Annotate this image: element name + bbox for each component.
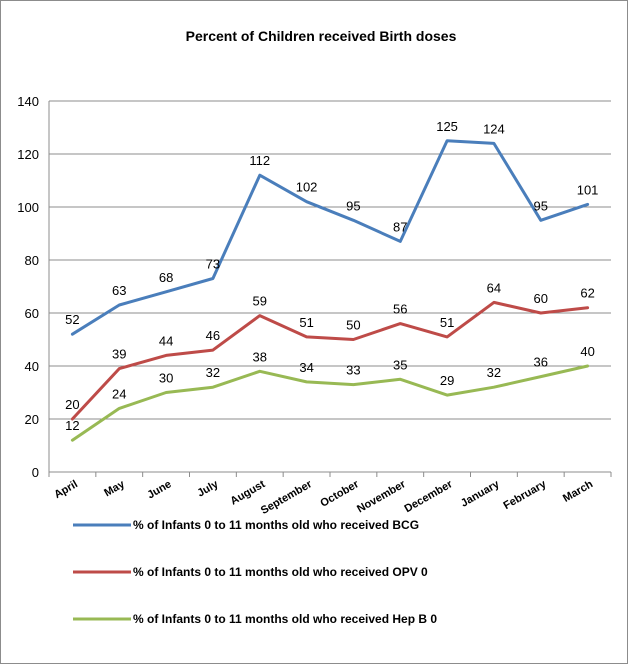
legend-label-1: % of Infants 0 to 11 months old who rece…: [133, 518, 419, 532]
x-tick-label: November: [355, 478, 408, 516]
gridlines: [49, 100, 611, 420]
data-label: 124: [483, 121, 505, 136]
y-tick-label: 80: [25, 253, 39, 268]
y-tick-label: 100: [17, 200, 39, 215]
data-label: 51: [440, 315, 454, 330]
axes: 0 20 40 60 80 100 120 140 April May June July August…: [17, 94, 612, 517]
legend-label-3: % of Infants 0 to 11 months old who rece…: [133, 612, 437, 626]
y-tick-label: 120: [17, 147, 39, 162]
data-label: 68: [159, 270, 173, 285]
data-label: 125: [436, 119, 458, 134]
series-lines: [70, 139, 590, 442]
y-tick-label: 40: [25, 359, 39, 374]
data-label: 101: [577, 182, 599, 197]
x-tick-label: April: [52, 478, 80, 501]
y-tick-label: 60: [25, 306, 39, 321]
data-label: 33: [346, 363, 360, 378]
data-label: 29: [440, 373, 454, 388]
x-tick-label: September: [259, 478, 315, 517]
x-tick-label: March: [561, 478, 595, 505]
data-label: 95: [346, 198, 360, 213]
data-label: 44: [159, 333, 173, 348]
data-label: 50: [346, 318, 360, 333]
data-label: 59: [253, 294, 267, 309]
data-label: 46: [206, 328, 220, 343]
data-label: 20: [65, 397, 79, 412]
x-tick-label: June: [145, 478, 173, 501]
data-label: 35: [393, 357, 407, 372]
data-label: 34: [299, 360, 313, 375]
legend-label-2: % of Infants 0 to 11 months old who rece…: [133, 565, 428, 579]
data-label: 87: [393, 219, 407, 234]
x-tick-label: January: [459, 478, 502, 510]
x-tick-label: December: [403, 478, 456, 515]
data-label: 62: [580, 286, 594, 301]
data-label: 60: [534, 291, 548, 306]
legend: % of Infants 0 to 11 months old who rece…: [73, 518, 437, 626]
data-label: 102: [296, 180, 318, 195]
data-label: 36: [534, 355, 548, 370]
series-line-2: [70, 300, 590, 421]
data-label: 64: [487, 280, 501, 295]
data-label: 24: [112, 386, 126, 401]
series-line-1: [70, 139, 590, 336]
data-label: 32: [487, 365, 501, 380]
data-label: 30: [159, 371, 173, 386]
series-line-3: [70, 364, 590, 442]
data-label: 56: [393, 302, 407, 317]
data-label: 95: [534, 198, 548, 213]
y-tick-label: 140: [17, 94, 39, 109]
x-tick-label: July: [195, 478, 221, 500]
data-label: 12: [65, 418, 79, 433]
data-label: 40: [580, 344, 594, 359]
data-label: 39: [112, 347, 126, 362]
data-label: 51: [299, 315, 313, 330]
data-label: 38: [253, 349, 267, 364]
y-tick-label: 20: [25, 412, 39, 427]
x-tick-label: May: [102, 478, 127, 500]
data-label: 32: [206, 365, 220, 380]
y-tick-label: 0: [32, 465, 39, 480]
x-tick-label: February: [501, 478, 549, 512]
data-label: 63: [112, 283, 126, 298]
data-label: 112: [249, 153, 270, 168]
data-label: 52: [65, 312, 79, 327]
data-label: 73: [206, 257, 220, 272]
chart-title: Percent of Children received Birth doses: [186, 28, 457, 44]
x-tick-label: August: [228, 478, 267, 508]
